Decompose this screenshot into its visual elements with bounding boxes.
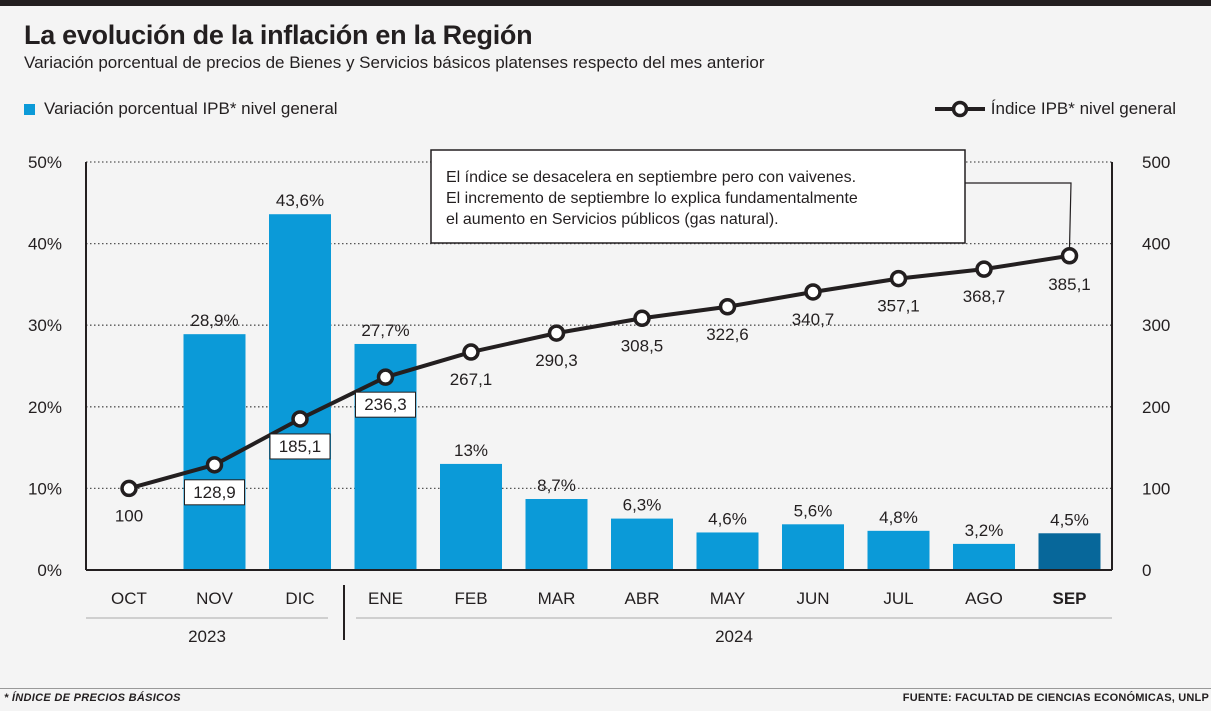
x-axis-tick-label: OCT xyxy=(111,589,147,608)
bar-value-label: 4,6% xyxy=(708,509,747,528)
annotation-text: El índice se desacelera en septiembre pe… xyxy=(446,169,856,186)
index-value-label: 357,1 xyxy=(877,297,920,316)
right-axis-tick-label: 0 xyxy=(1142,561,1151,580)
x-axis-tick-label: FEB xyxy=(454,589,487,608)
chart-title: La evolución de la inflación en la Regió… xyxy=(24,20,533,50)
legend-bars: Variación porcentual IPB* nivel general xyxy=(24,99,338,119)
index-value-label: 185,1 xyxy=(279,437,322,456)
legend-line-marker-icon xyxy=(934,100,985,118)
legend-line-label: Índice IPB* nivel general xyxy=(990,99,1176,118)
index-value-label: 100 xyxy=(115,506,143,525)
x-axis-tick-label: ABR xyxy=(625,589,660,608)
left-axis-tick-label: 20% xyxy=(28,398,62,417)
bar-value-label: 4,5% xyxy=(1050,510,1089,529)
footer-source: FUENTE: FACULTAD DE CIENCIAS ECONÓMICAS,… xyxy=(902,692,1209,704)
index-point xyxy=(462,343,480,361)
x-axis-tick-label: NOV xyxy=(196,589,234,608)
index-point xyxy=(633,309,651,328)
year-label: 2024 xyxy=(715,627,753,646)
index-point xyxy=(889,269,908,288)
bar-value-label: 6,3% xyxy=(623,496,662,515)
right-axis-tick-label: 400 xyxy=(1142,235,1170,254)
x-axis-tick-label: JUN xyxy=(796,589,829,608)
index-point xyxy=(804,283,822,301)
index-value-label: 128,9 xyxy=(193,483,236,502)
left-axis-tick-label: 10% xyxy=(28,479,62,498)
index-point xyxy=(547,324,566,342)
x-axis-tick-label: ENE xyxy=(368,589,403,608)
index-value-label: 236,3 xyxy=(364,395,407,414)
index-value-label: 322,6 xyxy=(706,325,749,344)
bar xyxy=(525,499,588,570)
x-axis-tick-label: JUL xyxy=(883,589,913,608)
bar xyxy=(696,532,759,570)
index-label-box xyxy=(355,391,416,418)
bar xyxy=(269,214,331,570)
x-axis-tick-label: AGO xyxy=(965,589,1003,608)
bar xyxy=(611,518,673,570)
bar xyxy=(953,543,1015,570)
bar-value-label: 27,7% xyxy=(361,321,409,340)
index-point xyxy=(718,298,737,316)
index-point xyxy=(120,479,138,498)
legend-bar-swatch xyxy=(24,103,35,115)
x-axis-tick-label: SEP xyxy=(1052,589,1086,608)
index-value-label: 340,7 xyxy=(792,310,835,329)
annotation-text: El incremento de septiembre lo explica f… xyxy=(446,190,858,207)
footer-note: * ÍNDICE DE PRECIOS BÁSICOS xyxy=(4,692,181,704)
left-axis-tick-label: 40% xyxy=(28,235,62,254)
index-value-label: 267,1 xyxy=(450,370,493,389)
bar-value-label: 13% xyxy=(454,441,488,460)
year-label: 2023 xyxy=(188,627,226,646)
bar xyxy=(1038,533,1101,570)
x-axis-tick-label: MAR xyxy=(538,589,576,608)
bar-value-label: 8,7% xyxy=(537,476,576,495)
index-point xyxy=(1060,247,1079,265)
right-axis-tick-label: 500 xyxy=(1142,153,1170,172)
index-label-box xyxy=(269,433,331,460)
x-axis-tick-label: DIC xyxy=(285,589,314,608)
legend-bar-label: Variación porcentual IPB* nivel general xyxy=(44,99,338,118)
footer-divider xyxy=(0,688,1211,689)
bar-value-label: 28,9% xyxy=(190,311,238,330)
index-value-label: 290,3 xyxy=(535,351,578,370)
left-axis-tick-label: 50% xyxy=(28,153,62,172)
top-rule xyxy=(0,0,1211,6)
left-axis-tick-label: 0% xyxy=(37,561,62,580)
bar xyxy=(867,530,930,570)
bar-value-label: 3,2% xyxy=(965,521,1004,540)
bar xyxy=(782,524,844,570)
index-label-box xyxy=(184,479,245,506)
right-axis-tick-label: 100 xyxy=(1142,479,1170,498)
right-axis-tick-label: 300 xyxy=(1142,316,1170,335)
index-value-label: 308,5 xyxy=(621,336,664,355)
index-point xyxy=(376,368,395,386)
bar-value-label: 4,8% xyxy=(879,508,918,527)
left-axis-tick-label: 30% xyxy=(28,316,62,335)
right-axis-tick-label: 200 xyxy=(1142,398,1170,417)
index-point xyxy=(205,456,224,474)
bar-value-label: 5,6% xyxy=(794,501,833,520)
annotation-leader xyxy=(965,182,1072,248)
bar-value-label: 43,6% xyxy=(276,191,324,210)
chart-subtitle: Variación porcentual de precios de Biene… xyxy=(24,53,765,72)
x-axis-tick-label: MAY xyxy=(710,589,746,608)
bar xyxy=(440,463,502,570)
index-line xyxy=(128,253,1070,491)
index-value-label: 368,7 xyxy=(963,287,1006,306)
index-value-label: 385,1 xyxy=(1048,275,1091,294)
index-point xyxy=(975,260,993,278)
annotation-box xyxy=(430,149,966,244)
annotation-text: el aumento en Servicios públicos (gas na… xyxy=(446,211,779,228)
legend-line: Índice IPB* nivel general xyxy=(934,99,1176,119)
index-point xyxy=(291,410,309,428)
